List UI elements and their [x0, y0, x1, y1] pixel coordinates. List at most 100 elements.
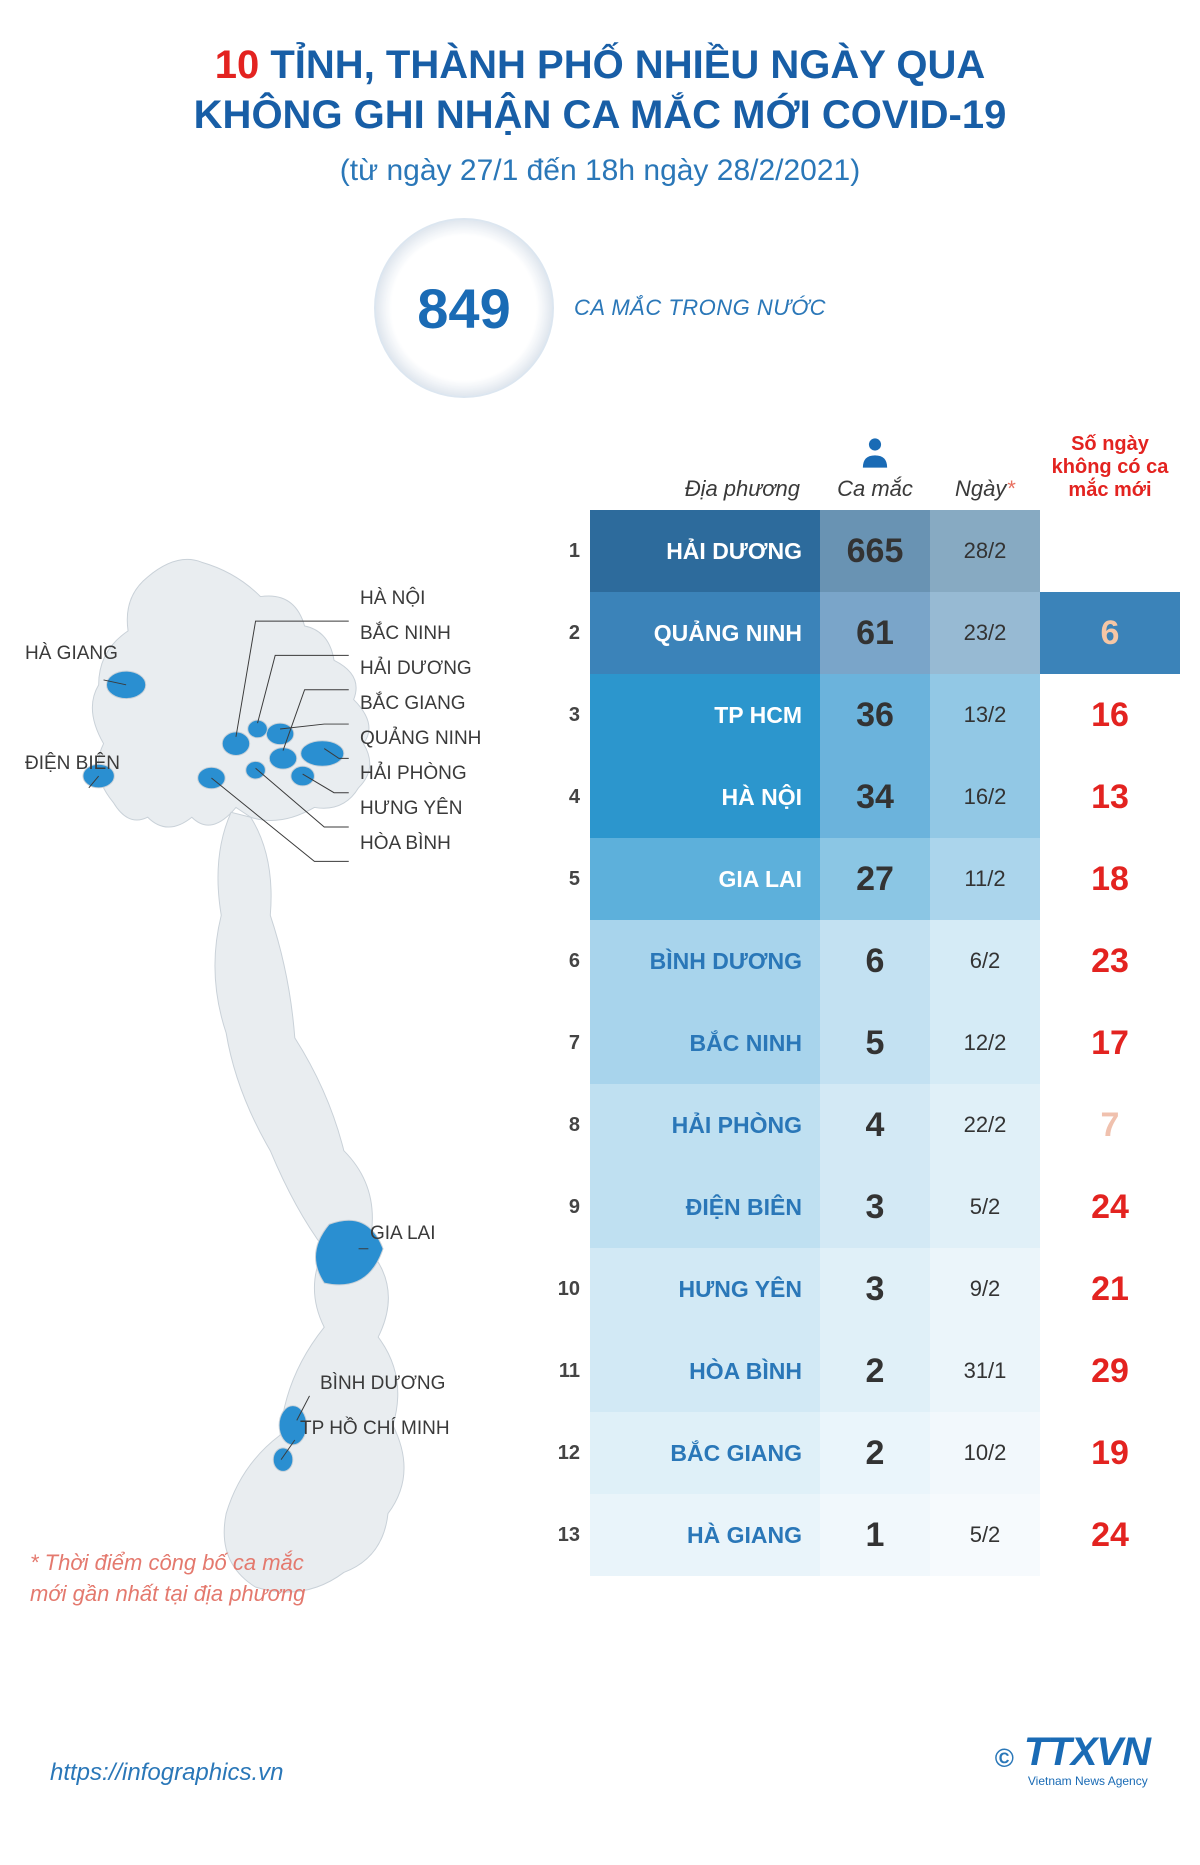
content-row: HÀ NỘI BẮC NINH HẢI DƯƠNG BẮC GIANG QUẢNG NI… — [30, 433, 1170, 1700]
row-date: 11/2 — [930, 838, 1040, 920]
row-date: 5/2 — [930, 1166, 1040, 1248]
row-location: GIA LAI — [590, 838, 820, 920]
map-label: TP HỒ CHÍ MINH — [300, 1418, 450, 1440]
footer: https://infographics.vn © TTXVN Vietnam … — [30, 1730, 1170, 1807]
row-cases: 1 — [820, 1494, 930, 1576]
row-index: 5 — [550, 838, 590, 920]
page-title: 10 TỈNH, THÀNH PHỐ NHIỀU NGÀY QUA KHÔNG … — [30, 40, 1170, 140]
footnote: * Thời điểm công bố ca mắc mới gần nhất … — [30, 1548, 330, 1610]
row-days: 29 — [1040, 1330, 1180, 1412]
agency-subtitle: Vietnam News Agency — [1028, 1775, 1150, 1787]
row-date: 28/2 — [930, 510, 1040, 592]
row-days: 19 — [1040, 1412, 1180, 1494]
agency-logo: TTXVN — [1024, 1730, 1150, 1774]
row-location: HÀ NỘI — [590, 756, 820, 838]
row-days — [1040, 510, 1180, 592]
map-hcm — [273, 1448, 293, 1472]
map-label: HƯNG YÊN — [360, 798, 462, 820]
subtitle: (từ ngày 27/1 đến 18h ngày 28/2/2021) — [30, 154, 1170, 188]
title-blue-1: TỈNH, THÀNH PHỐ NHIỀU NGÀY QUA — [270, 43, 985, 87]
table-row: 2QUẢNG NINH6123/26 — [550, 592, 1170, 674]
row-index: 13 — [550, 1494, 590, 1576]
row-days: 18 — [1040, 838, 1180, 920]
table-row: 10HƯNG YÊN39/221 — [550, 1248, 1170, 1330]
map-label: GIA LAI — [370, 1223, 435, 1245]
row-date: 9/2 — [930, 1248, 1040, 1330]
row-cases: 4 — [820, 1084, 930, 1166]
row-cases: 3 — [820, 1248, 930, 1330]
map-label: HÀ GIANG — [25, 643, 118, 665]
row-date: 22/2 — [930, 1084, 1040, 1166]
map-centre-south — [215, 812, 404, 1592]
map-label: ĐIỆN BIÊN — [25, 753, 120, 775]
row-index: 9 — [550, 1166, 590, 1248]
map-label: HÒA BÌNH — [360, 833, 451, 855]
map-label: HÀ NỘI — [360, 588, 425, 610]
row-index: 4 — [550, 756, 590, 838]
table-row: 11HÒA BÌNH231/129 — [550, 1330, 1170, 1412]
map-label: HẢI DƯƠNG — [360, 658, 472, 680]
row-date: 6/2 — [930, 920, 1040, 1002]
col-cases: Ca mắc — [820, 436, 930, 502]
row-location: ĐIỆN BIÊN — [590, 1166, 820, 1248]
row-location: HÀ GIANG — [590, 1494, 820, 1576]
source-url: https://infographics.vn — [50, 1759, 283, 1787]
row-days: 13 — [1040, 756, 1180, 838]
row-location: BẮC NINH — [590, 1002, 820, 1084]
row-days: 16 — [1040, 674, 1180, 756]
row-cases: 3 — [820, 1166, 930, 1248]
col-days: Số ngày không có ca mắc mới — [1040, 433, 1180, 502]
row-location: TP HCM — [590, 674, 820, 756]
map-hungyen — [246, 761, 266, 779]
row-date: 12/2 — [930, 1002, 1040, 1084]
table-row: 5GIA LAI2711/218 — [550, 838, 1170, 920]
map-label: BẮC GIANG — [360, 693, 466, 715]
row-date: 31/1 — [930, 1330, 1040, 1412]
map-haiphong — [291, 766, 315, 786]
table-row: 9ĐIỆN BIÊN35/224 — [550, 1166, 1170, 1248]
col-location: Địa phương — [590, 476, 820, 502]
row-date: 16/2 — [930, 756, 1040, 838]
table-body: 1HẢI DƯƠNG66528/22QUẢNG NINH6123/263TP H… — [550, 510, 1170, 1576]
table-row: 6BÌNH DƯƠNG66/223 — [550, 920, 1170, 1002]
map-haiduong — [269, 748, 296, 770]
row-index: 11 — [550, 1330, 590, 1412]
row-index: 6 — [550, 920, 590, 1002]
row-cases: 34 — [820, 756, 930, 838]
row-index: 10 — [550, 1248, 590, 1330]
row-cases: 5 — [820, 1002, 930, 1084]
map-hagiang — [107, 671, 146, 698]
map-quangninh — [301, 741, 344, 767]
row-cases: 27 — [820, 838, 930, 920]
row-cases: 61 — [820, 592, 930, 674]
row-cases: 665 — [820, 510, 930, 592]
table-row: 4HÀ NỘI3416/213 — [550, 756, 1170, 838]
table-row: 3TP HCM3613/216 — [550, 674, 1170, 756]
copyright-icon: © — [995, 1743, 1014, 1774]
total-cases-block: 849 CA MẮC TRONG NƯỚC — [30, 218, 1170, 398]
row-date: 10/2 — [930, 1412, 1040, 1494]
row-days: 24 — [1040, 1166, 1180, 1248]
row-days: 6 — [1040, 592, 1180, 674]
map-label: BẮC NINH — [360, 623, 451, 645]
table-column: Địa phương Ca mắc Ngày* Số ngày không có… — [550, 433, 1170, 1700]
row-index: 3 — [550, 674, 590, 756]
title-red: 10 — [215, 43, 271, 87]
row-cases: 36 — [820, 674, 930, 756]
person-icon — [860, 436, 890, 470]
row-cases: 2 — [820, 1330, 930, 1412]
row-location: QUẢNG NINH — [590, 592, 820, 674]
row-date: 5/2 — [930, 1494, 1040, 1576]
map-column: HÀ NỘIBẮC NINHHẢI DƯƠNGBẮC GIANGQUẢNG NI… — [30, 433, 540, 1700]
row-location: HÒA BÌNH — [590, 1330, 820, 1412]
map-label: BÌNH DƯƠNG — [320, 1373, 445, 1395]
row-index: 7 — [550, 1002, 590, 1084]
table-row: 1HẢI DƯƠNG66528/2 — [550, 510, 1170, 592]
row-days: 21 — [1040, 1248, 1180, 1330]
row-index: 8 — [550, 1084, 590, 1166]
row-date: 23/2 — [930, 592, 1040, 674]
row-date: 13/2 — [930, 674, 1040, 756]
table-row: 12BẮC GIANG210/219 — [550, 1412, 1170, 1494]
table-row: 13HÀ GIANG15/224 — [550, 1494, 1170, 1576]
row-index: 2 — [550, 592, 590, 674]
